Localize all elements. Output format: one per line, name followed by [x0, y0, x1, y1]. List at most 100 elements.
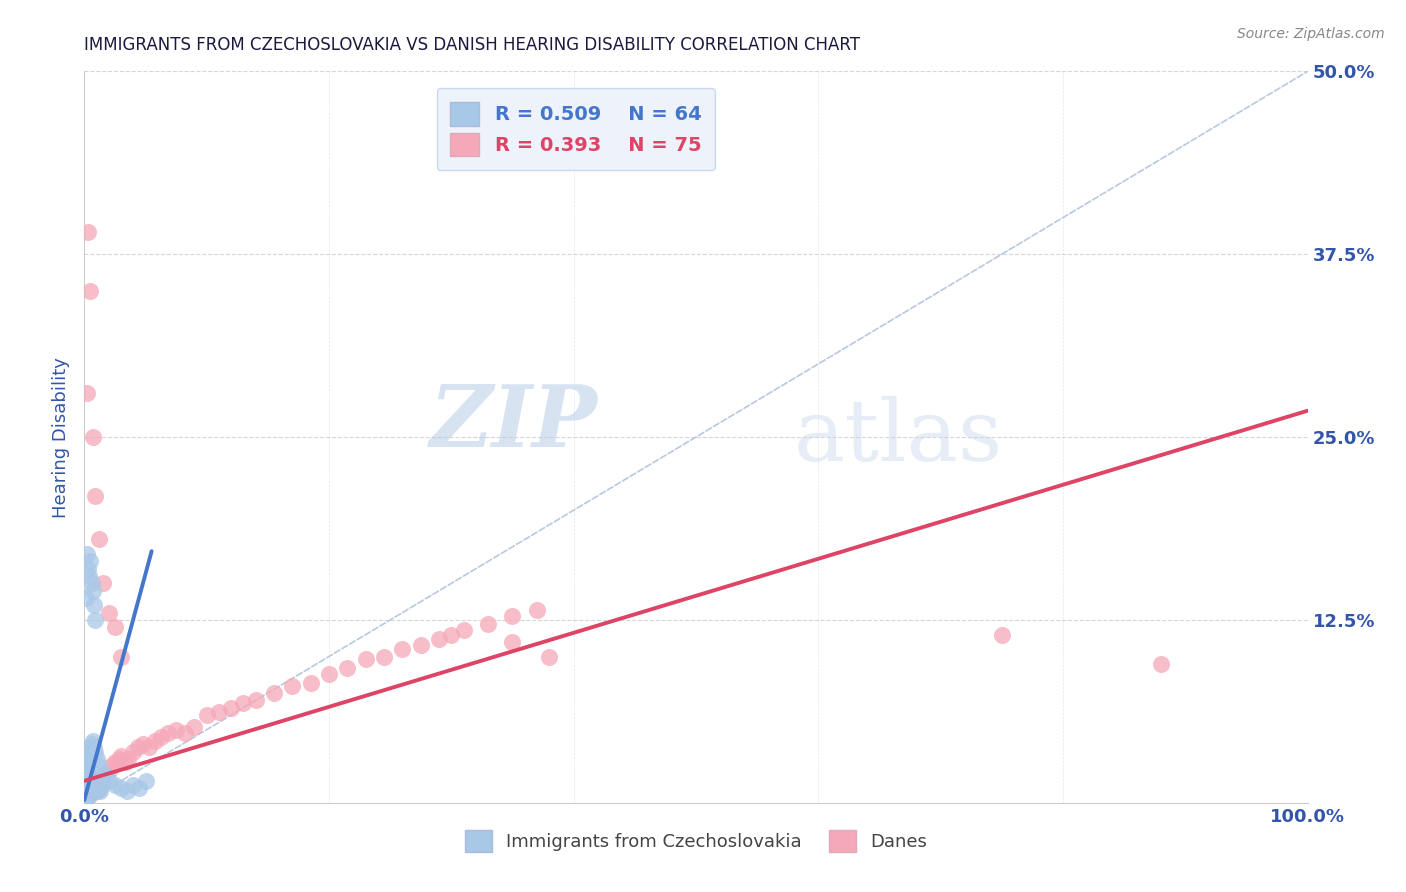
Point	[76, 789, 98, 804]
Point	[107, 752, 129, 766]
Point	[79, 777, 101, 791]
Point	[156, 725, 179, 739]
Point	[127, 740, 149, 755]
Point	[79, 740, 101, 755]
Point	[75, 591, 97, 605]
Point	[76, 784, 98, 798]
Point	[76, 791, 98, 805]
Point	[80, 773, 103, 788]
Point	[208, 705, 231, 719]
Point	[991, 627, 1014, 641]
Point	[502, 608, 524, 623]
Point	[79, 284, 101, 298]
Point	[391, 642, 413, 657]
Point	[79, 787, 101, 801]
Point	[115, 784, 138, 798]
Point	[263, 686, 285, 700]
Point	[79, 786, 101, 800]
Point	[122, 778, 145, 792]
Point	[79, 777, 101, 791]
Point	[76, 769, 98, 783]
Point	[150, 730, 173, 744]
Point	[87, 781, 110, 796]
Point	[77, 789, 100, 804]
Point	[299, 676, 322, 690]
Text: atlas: atlas	[794, 395, 1002, 479]
Point	[135, 773, 157, 788]
Point	[502, 635, 524, 649]
Point	[82, 781, 104, 796]
Point	[76, 784, 98, 798]
Point	[80, 773, 103, 788]
Point	[87, 782, 110, 797]
Point	[232, 696, 254, 710]
Point	[77, 786, 100, 800]
Point	[75, 766, 97, 780]
Point	[83, 740, 105, 755]
Point	[281, 679, 304, 693]
Point	[84, 784, 107, 798]
Point	[96, 766, 118, 780]
Point	[132, 737, 155, 751]
Point	[173, 725, 195, 739]
Point	[84, 781, 107, 796]
Point	[80, 786, 103, 800]
Point	[91, 766, 114, 780]
Point	[76, 787, 98, 801]
Point	[79, 782, 101, 797]
Point	[84, 613, 107, 627]
Point	[110, 749, 132, 764]
Point	[538, 649, 561, 664]
Legend: Immigrants from Czechoslovakia, Danes: Immigrants from Czechoslovakia, Danes	[457, 823, 935, 860]
Point	[83, 599, 105, 613]
Point	[79, 554, 101, 568]
Point	[80, 784, 103, 798]
Point	[77, 778, 100, 792]
Point	[104, 755, 127, 769]
Point	[76, 547, 98, 561]
Point	[76, 386, 98, 401]
Point	[83, 782, 105, 797]
Point	[128, 781, 150, 796]
Point	[77, 745, 100, 759]
Point	[86, 778, 108, 792]
Point	[91, 773, 114, 788]
Point	[97, 773, 120, 788]
Text: ZIP: ZIP	[430, 381, 598, 464]
Point	[122, 745, 145, 759]
Point	[83, 778, 105, 792]
Point	[114, 755, 136, 769]
Point	[87, 773, 110, 788]
Point	[409, 638, 432, 652]
Point	[143, 734, 166, 748]
Point	[89, 784, 111, 798]
Point	[373, 649, 395, 664]
Text: Source: ZipAtlas.com: Source: ZipAtlas.com	[1237, 27, 1385, 41]
Point	[84, 773, 107, 788]
Point	[427, 632, 450, 646]
Point	[86, 752, 108, 766]
Point	[77, 755, 100, 769]
Point	[82, 583, 104, 598]
Point	[82, 430, 104, 444]
Point	[90, 778, 112, 792]
Point	[93, 769, 115, 783]
Point	[91, 576, 114, 591]
Point	[86, 781, 108, 796]
Point	[110, 649, 132, 664]
Point	[82, 734, 104, 748]
Point	[77, 752, 100, 766]
Point	[75, 789, 97, 803]
Point	[453, 623, 475, 637]
Point	[73, 793, 96, 807]
Point	[138, 740, 160, 755]
Y-axis label: Hearing Disability: Hearing Disability	[52, 357, 70, 517]
Point	[82, 778, 104, 792]
Point	[75, 787, 97, 801]
Point	[354, 652, 377, 666]
Point	[76, 764, 98, 778]
Point	[79, 749, 101, 764]
Point	[219, 700, 242, 714]
Point	[87, 533, 110, 547]
Point	[77, 778, 100, 792]
